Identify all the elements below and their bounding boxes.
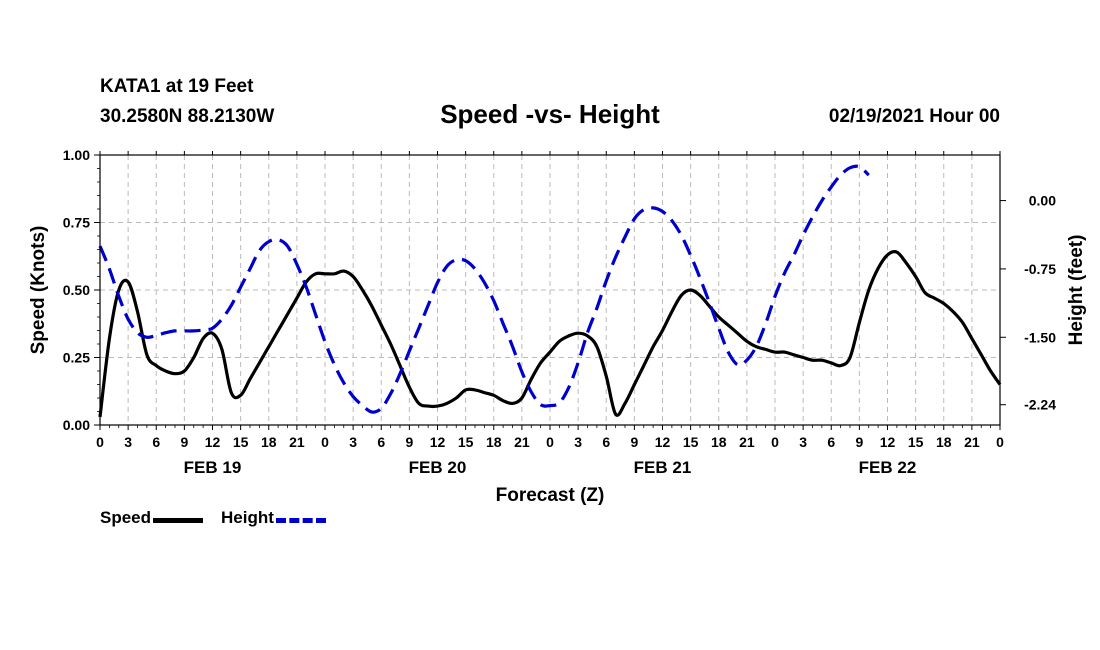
- grid-lines: [100, 155, 1000, 425]
- x-tick-label: 9: [630, 434, 638, 450]
- legend: Speed Height: [100, 508, 326, 528]
- day-label: FEB 20: [409, 458, 467, 477]
- x-tick-label: 0: [546, 434, 554, 450]
- y2-tick-label: 0.00: [1029, 193, 1056, 209]
- y2-tick-label: -1.50: [1024, 329, 1056, 345]
- x-tick-label: 3: [124, 434, 132, 450]
- x-tick-label: 18: [936, 434, 952, 450]
- x-tick-label: 0: [96, 434, 104, 450]
- x-tick-label: 15: [233, 434, 249, 450]
- x-tick-label: 15: [908, 434, 924, 450]
- legend-height-label: Height: [221, 508, 274, 527]
- x-tick-label: 15: [458, 434, 474, 450]
- day-label: FEB 21: [634, 458, 692, 477]
- station-coordinates: 30.2580N 88.2130W: [100, 106, 275, 127]
- speed-series-line: [98, 250, 1002, 418]
- height-series-line: [98, 164, 870, 414]
- x-tick-label: 3: [349, 434, 357, 450]
- x-tick-label: 0: [996, 434, 1004, 450]
- x-tick-label: 6: [602, 434, 610, 450]
- y-tick-label: 0.25: [63, 350, 90, 366]
- x-tick-label: 6: [152, 434, 160, 450]
- x-tick-label: 0: [771, 434, 779, 450]
- x-tick-label: 12: [880, 434, 896, 450]
- station-name: KATA1 at 19 Feet: [100, 76, 254, 97]
- y-tick-label: 1.00: [63, 147, 90, 163]
- x-tick-label: 9: [855, 434, 863, 450]
- legend-speed-swatch: [153, 517, 204, 523]
- x-tick-label: 18: [711, 434, 727, 450]
- x-tick-label: 3: [574, 434, 582, 450]
- x-tick-label: 12: [655, 434, 671, 450]
- axes: 0 3 6 9 12 15 18 21 0 3 6 9 12 15 18 21 0 3 6 9 12 15 18 21 0 3 6 9…: [28, 147, 1087, 506]
- y-axis-title: Speed (Knots): [28, 226, 49, 355]
- chart-title: Speed -vs- Height: [440, 99, 660, 129]
- x-tick-label: 21: [289, 434, 305, 450]
- x-tick-label: 18: [486, 434, 502, 450]
- day-label: FEB 19: [184, 458, 242, 477]
- y2-axis-title: Height (feet): [1066, 235, 1087, 346]
- x-axis-title: Forecast (Z): [496, 485, 605, 506]
- x-tick-label: 0: [321, 434, 329, 450]
- forecast-date: 02/19/2021 Hour 00: [828, 106, 1000, 127]
- y2-tick-label: -0.75: [1024, 261, 1056, 277]
- y-tick-label: 0.75: [63, 215, 90, 231]
- x-tick-label: 18: [261, 434, 277, 450]
- x-tick-label: 21: [964, 434, 980, 450]
- x-tick-label: 9: [180, 434, 188, 450]
- x-tick-label: 15: [683, 434, 699, 450]
- x-tick-label: 21: [739, 434, 755, 450]
- x-tick-label: 6: [377, 434, 385, 450]
- y-tick-label: 0.50: [63, 282, 90, 298]
- y2-tick-label: -2.24: [1024, 397, 1056, 413]
- legend-speed-label: Speed: [100, 508, 152, 527]
- x-tick-label: 6: [827, 434, 835, 450]
- day-label: FEB 22: [859, 458, 917, 477]
- plot-frame: [99, 154, 1001, 426]
- series-lines: [98, 164, 1002, 418]
- y-tick-label: 0.00: [63, 417, 90, 433]
- legend-height-swatch: [275, 517, 326, 523]
- x-tick-label: 12: [205, 434, 221, 450]
- x-tick-label: 21: [514, 434, 530, 450]
- x-tick-label: 9: [405, 434, 413, 450]
- x-tick-label: 3: [799, 434, 807, 450]
- x-tick-label: 12: [430, 434, 446, 450]
